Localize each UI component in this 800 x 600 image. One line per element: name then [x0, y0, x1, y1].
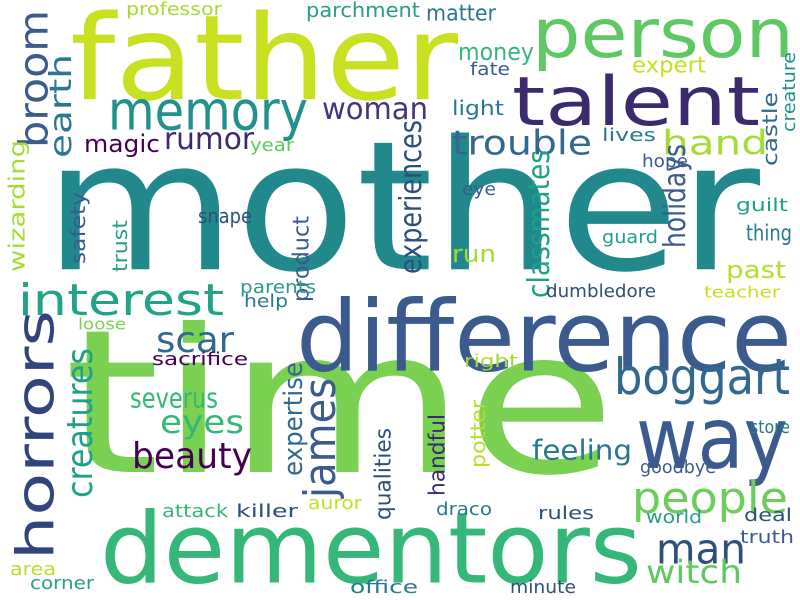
word-witch: witch [646, 553, 742, 591]
word-rumor: rumor [164, 121, 254, 157]
word-fate: fate [470, 58, 510, 80]
word-earth: earth [43, 54, 79, 158]
word-snape: snape [198, 204, 252, 228]
word-creature: creature [778, 52, 800, 132]
word-light: light [452, 96, 504, 120]
word-loose: loose [78, 314, 126, 334]
word-person: person [532, 0, 794, 74]
word-professor: professor [126, 0, 222, 20]
word-guilt: guilt [736, 194, 788, 216]
word-goodbye: goodbye [640, 456, 716, 478]
word-office: office [350, 576, 418, 598]
word-attack: attack [162, 500, 228, 522]
word-expert: expert [632, 52, 706, 78]
word-parents: parents [240, 276, 316, 298]
word-thing: thing [746, 220, 792, 246]
word-potter: potter [466, 400, 490, 468]
word-way: way [636, 388, 788, 489]
word-mother: mother [44, 101, 760, 313]
word-expertise: expertise [277, 362, 309, 476]
word-teacher: teacher [704, 282, 780, 302]
word-time: time [64, 286, 616, 520]
word-draco: draco [436, 498, 492, 520]
word-money: money [458, 37, 534, 66]
word-boggart: boggart [614, 347, 790, 406]
word-parchment: parchment [306, 0, 420, 22]
word-area: area [10, 558, 56, 580]
word-talent: talent [512, 61, 760, 142]
word-corner: corner [30, 572, 94, 594]
word-creatures: creatures [58, 348, 101, 498]
word-world: world [646, 506, 702, 528]
word-safety: safety [66, 192, 90, 264]
word-interest: interest [18, 274, 224, 326]
word-help: help [244, 290, 288, 312]
word-horrors: horrors [5, 310, 67, 560]
word-lives: lives [602, 124, 656, 146]
word-severus: severus [130, 381, 218, 415]
word-magic: magic [84, 129, 160, 158]
word-rules: rules [538, 502, 594, 524]
word-eyes: eyes [160, 403, 244, 441]
word-run: run [452, 239, 496, 268]
word-father: father [70, 0, 458, 128]
word-minute: minute [510, 576, 576, 598]
word-matter: matter [426, 0, 496, 26]
word-store: store [750, 416, 790, 438]
word-man: man [656, 524, 746, 574]
word-trust: trust [108, 220, 132, 272]
word-woman: woman [322, 91, 428, 127]
word-handful: handful [424, 414, 450, 496]
word-wizarding: wizarding [4, 140, 30, 272]
word-dementors: dementors [100, 491, 642, 600]
word-feeling: feeling [532, 433, 632, 467]
word-hope: hope [642, 150, 688, 172]
word-sacrifice: sacrifice [152, 348, 248, 370]
word-classmates: classmates [521, 150, 557, 298]
word-memory: memory [108, 79, 308, 143]
word-auror: auror [308, 492, 362, 514]
word-scar: scar [156, 318, 234, 361]
word-people: people [632, 472, 788, 524]
word-trouble: trouble [452, 122, 592, 163]
word-difference: difference [296, 279, 792, 394]
word-dumbledore: dumbledore [546, 280, 656, 302]
word-guard: guard [602, 226, 658, 248]
word-beauty: beauty [132, 434, 252, 477]
word-year: year [250, 134, 294, 156]
word-eye: eye [462, 178, 496, 200]
word-castle: castle [758, 92, 782, 166]
word-hand: hand [662, 122, 768, 163]
word-truth: truth [740, 526, 794, 548]
word-killer: killer [236, 500, 298, 522]
word-right: right [464, 350, 518, 372]
word-experiences: experiences [393, 120, 429, 274]
word-deal: deal [744, 504, 792, 526]
word-past: past [726, 255, 786, 284]
word-qualities: qualities [370, 428, 396, 520]
